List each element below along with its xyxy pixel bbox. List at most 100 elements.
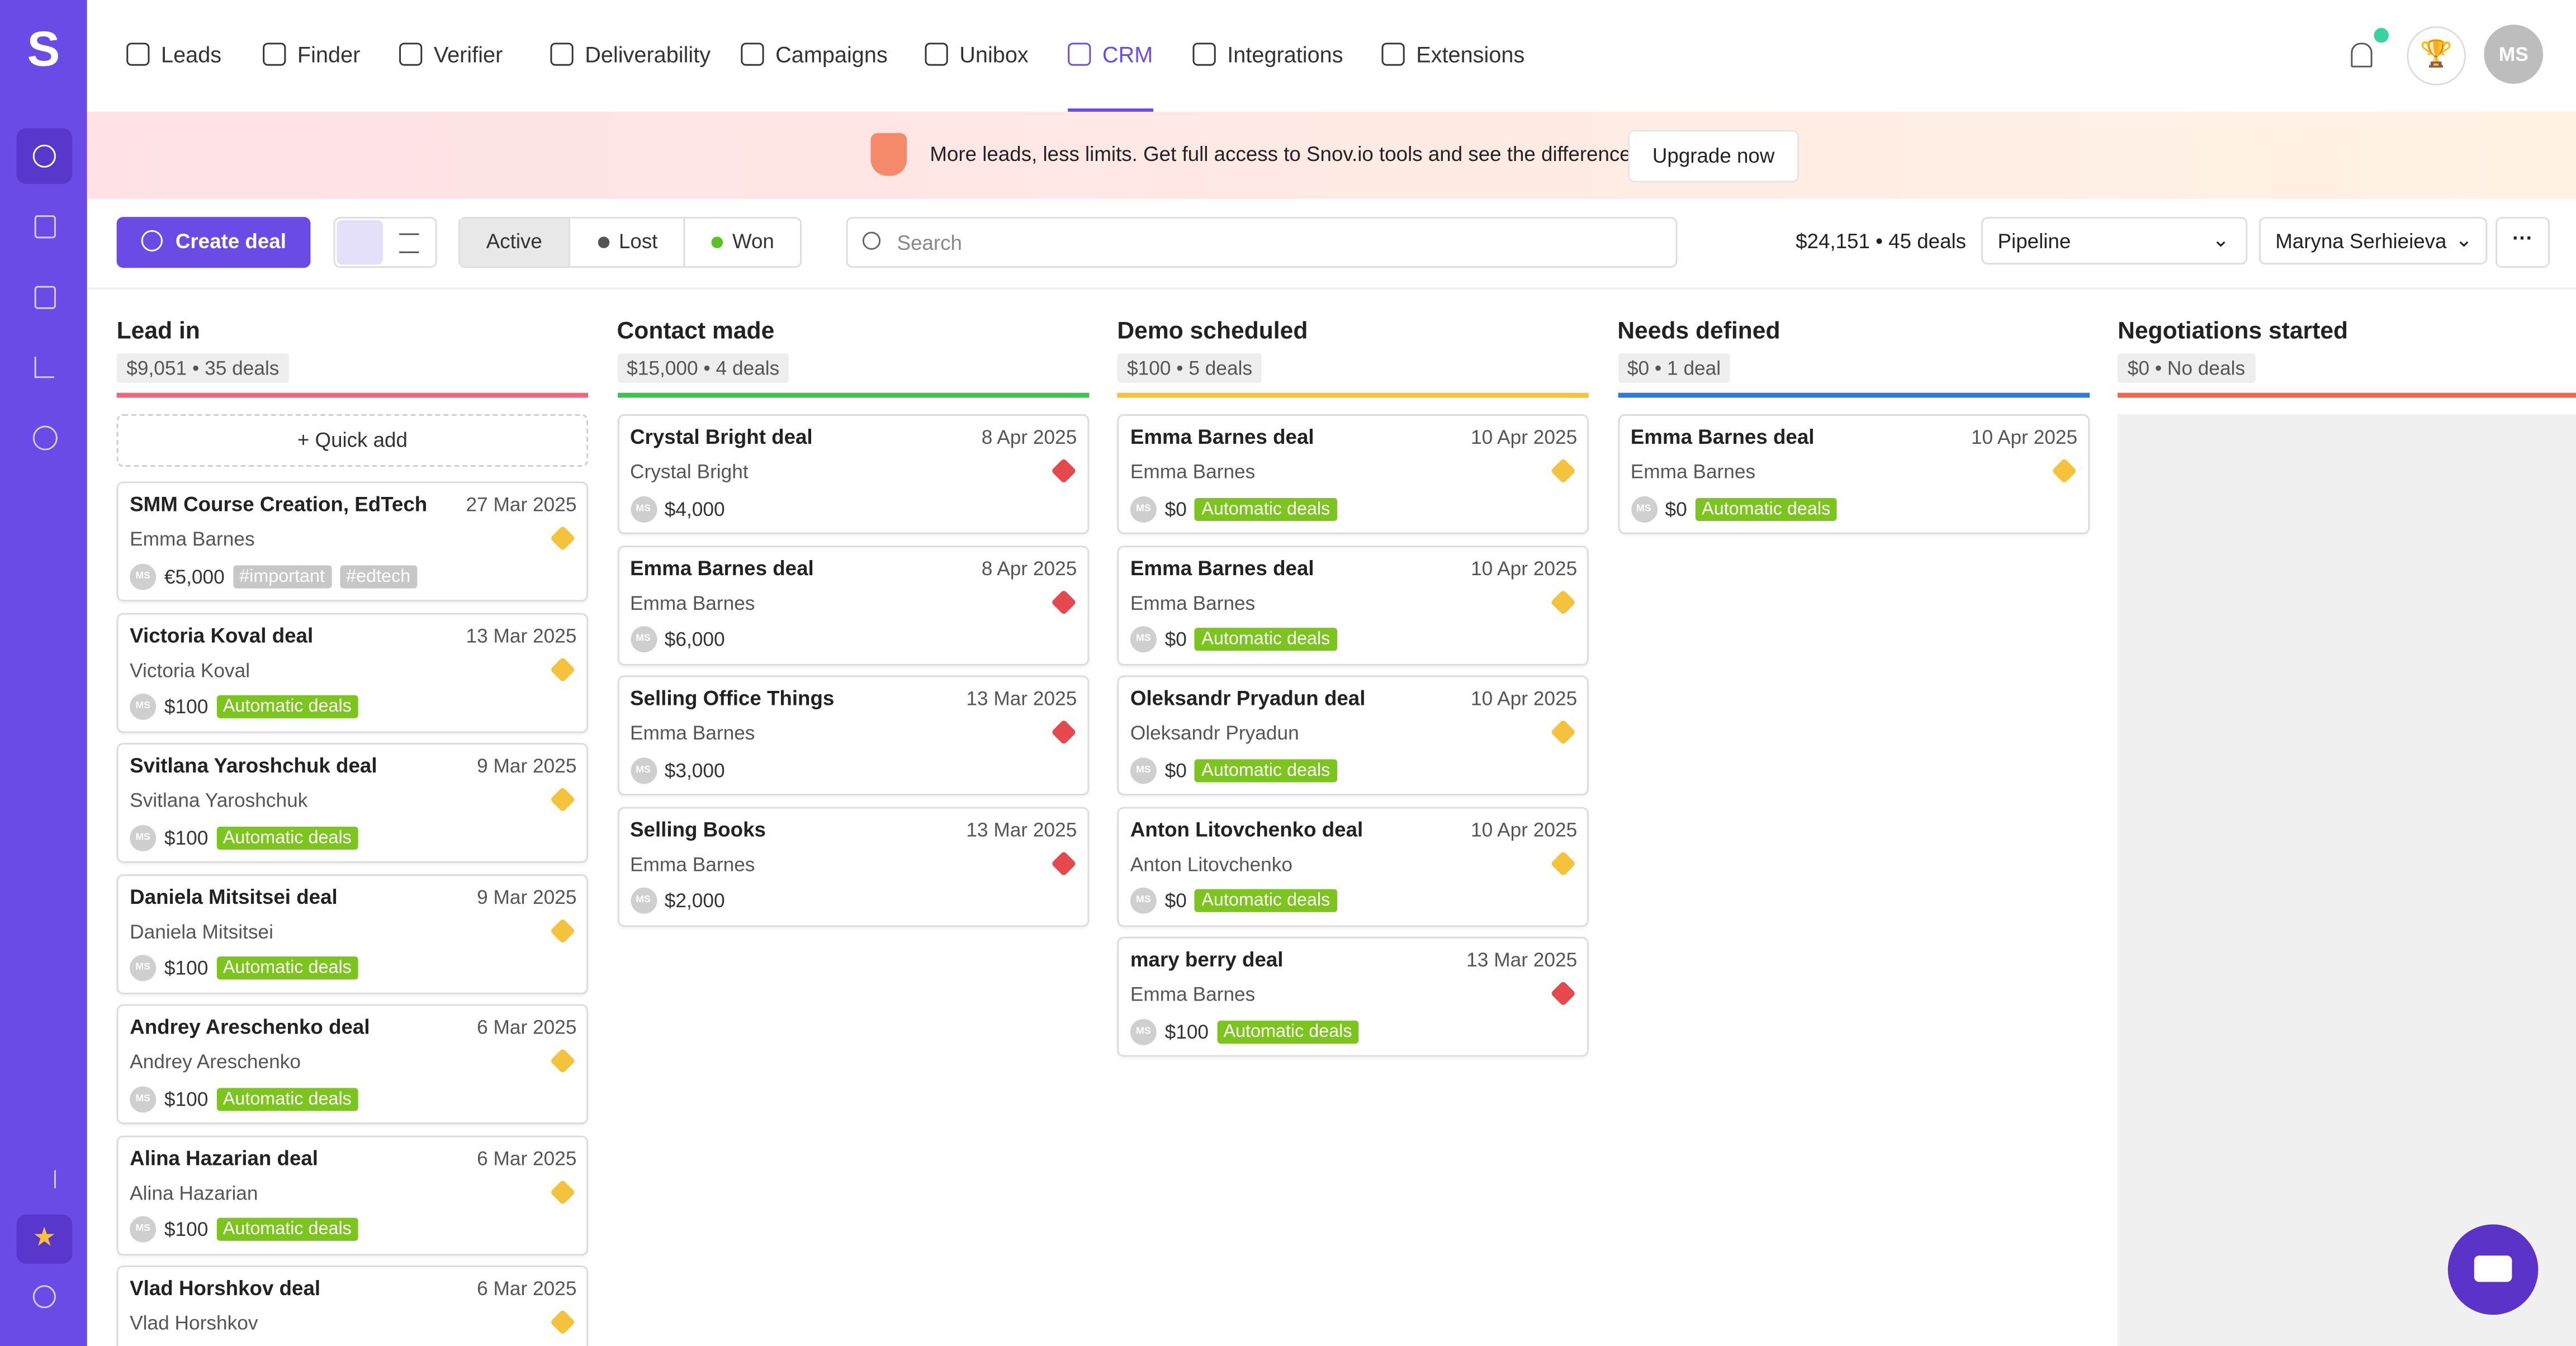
deal-contact: Crystal Bright [630,460,749,484]
nav-item[interactable]: Finder [263,0,360,112]
board: Lead in $9,051 • 35 deals + Quick add SMM C… [87,289,2576,1346]
deal-tag: Automatic deals [216,826,358,849]
pipeline-select[interactable]: Pipeline ⌄ [1981,217,2248,265]
banner-text: More leads, less limits. Get full access… [930,143,1637,166]
deal-date: 8 Apr 2025 [981,556,1077,580]
nav-item[interactable]: Leads [126,0,221,112]
sidebar-icon[interactable] [34,215,56,239]
deal-date: 13 Mar 2025 [1466,948,1578,971]
deal-contact: Emma Barnes [1130,983,1256,1006]
nav-label: CRM [1102,42,1153,68]
user-select[interactable]: Maryna Serhieieva ⌄ [2258,217,2488,265]
nav-item[interactable]: Verifier [399,0,503,112]
deal-amount: $3,000 [664,758,725,782]
more-button[interactable]: ··· [2496,217,2550,268]
sidebar-icon[interactable] [32,425,58,451]
board-view-button[interactable] [337,220,383,265]
deal-date: 27 Mar 2025 [466,493,577,516]
deal-footer: MS $6,000 [630,625,725,653]
column-title: Negotiations started [2118,319,2348,345]
priority-flag [550,786,576,813]
column-title: Lead in [116,319,200,345]
filter-label: Lost [618,230,658,253]
logo[interactable]: S [27,23,60,78]
deal-date: 13 Mar 2025 [966,817,1077,841]
deal-card[interactable]: Svitlana Yaroshchuk deal 9 Mar 2025 Svitla… [116,742,589,863]
deal-card[interactable]: Alina Hazarian deal 6 Mar 2025 Alina Hazar… [116,1135,589,1255]
deal-footer: MS $100 Automatic deals [1130,1017,1359,1045]
deal-title: Vlad Horshkov deal [130,1277,321,1300]
deal-card[interactable]: Crystal Bright deal 8 Apr 2025 Crystal Bri… [617,414,1088,534]
deal-card[interactable]: Oleksandr Pryadun deal 10 Apr 2025 Oleksan… [1117,675,1589,796]
search-box[interactable]: Search [846,217,1678,268]
deal-contact: Svitlana Yaroshchuk [130,789,308,812]
create-deal-button[interactable]: Create deal [116,217,311,268]
deal-card[interactable]: Victoria Koval deal 13 Mar 2025 Victoria K… [116,612,589,732]
notification-bell[interactable] [2351,42,2373,68]
deal-footer: MS €5,000 #important #edtech [130,562,417,590]
deal-amount: $100 [1164,1020,1209,1043]
deal-footer: MS $0 Automatic deals [1130,756,1337,784]
nav-label: Unibox [959,42,1029,68]
nav-item[interactable]: Campaigns [741,0,888,112]
deal-card[interactable]: Emma Barnes deal 8 Apr 2025 Emma Barnes MS $… [617,544,1088,665]
list-view-button[interactable] [399,233,419,253]
quick-add-button[interactable]: + Quick add [116,414,589,467]
sidebar-icon[interactable] [32,144,56,168]
deal-amount: $0 [1164,628,1187,651]
deal-card[interactable]: Emma Barnes deal 10 Apr 2025 Emma Barnes MS… [1117,544,1589,665]
deal-title: Emma Barnes deal [1630,425,1815,449]
column: Lead in $9,051 • 35 deals + Quick add SMM C… [116,289,589,1346]
column-summary: $100 • 5 deals [1117,353,1262,383]
nav-item[interactable]: Integrations [1192,0,1343,112]
column-underline [2118,392,2576,398]
deal-card[interactable]: Anton Litovchenko deal 10 Apr 2025 Anton L… [1117,806,1589,926]
owner-avatar: MS [1130,626,1157,653]
deal-card[interactable]: Emma Barnes deal 10 Apr 2025 Emma Barnes MS… [1617,414,2089,534]
filter-button[interactable]: Active [460,219,569,267]
deal-footer: MS $3,000 [630,756,725,784]
nav-item[interactable]: Unibox [925,0,1029,112]
deal-card[interactable]: mary berry deal 13 Mar 2025 Emma Barnes MS $… [1117,936,1589,1057]
deal-tag: Automatic deals [216,956,358,980]
sidebar-icon[interactable] [34,357,54,378]
deal-tag: Automatic deals [216,695,358,718]
upgrade-button[interactable]: Upgrade now [1628,130,1799,183]
nav-label: Campaigns [775,42,888,68]
nav-item[interactable]: Extensions [1381,0,1524,112]
deal-card[interactable]: Emma Barnes deal 10 Apr 2025 Emma Barnes MS… [1117,414,1589,534]
priority-flag [1050,589,1076,614]
column-underline [116,392,589,398]
deal-card[interactable]: Selling Office Things 13 Mar 2025 Emma Bar… [617,675,1088,796]
deal-amount: €5,000 [164,564,225,588]
help-icon[interactable] [32,1285,56,1309]
deal-footer: MS $2,000 [630,887,725,914]
owner-avatar: MS [1130,887,1157,914]
deal-date: 10 Apr 2025 [1470,817,1578,841]
deal-amount: $0 [1164,758,1187,782]
favorites-icon[interactable]: ★ [16,1214,73,1264]
deal-footer: MS $0 Automatic deals [1630,495,1837,523]
deal-card[interactable]: Daniela Mitsitsei deal 9 Mar 2025 Daniela … [116,873,589,994]
deal-card[interactable]: Andrey Areschenko deal 6 Mar 2025 Andrey A… [116,1004,589,1125]
sidebar-icon[interactable] [34,286,56,309]
trophy-button[interactable]: 🏆 [2407,26,2466,86]
deal-date: 6 Mar 2025 [477,1146,577,1169]
filter-button[interactable]: Lost [568,219,685,267]
deal-card[interactable]: SMM Course Creation, EdTech 27 Mar 2025 Em… [116,481,589,602]
filter-button[interactable]: Won [683,219,801,267]
deal-contact: Emma Barnes [630,721,755,745]
nav-item[interactable]: CRM [1068,0,1153,112]
deal-card[interactable]: Vlad Horshkov deal 6 Mar 2025 Vlad Horshko… [116,1265,589,1346]
deal-amount: $0 [1665,497,1687,520]
priority-flag [550,656,576,682]
deal-contact: Emma Barnes [1630,460,1756,484]
deal-tag: Automatic deals [1216,1020,1359,1043]
collapse-icon[interactable] [33,1170,56,1188]
deal-card[interactable]: Selling Books 13 Mar 2025 Emma Barnes MS $2,… [617,806,1088,926]
nav-item[interactable]: Deliverability [550,0,711,112]
deal-amount: $100 [164,956,209,980]
user-avatar[interactable]: MS [2484,25,2544,84]
chat-button[interactable] [2447,1224,2539,1315]
